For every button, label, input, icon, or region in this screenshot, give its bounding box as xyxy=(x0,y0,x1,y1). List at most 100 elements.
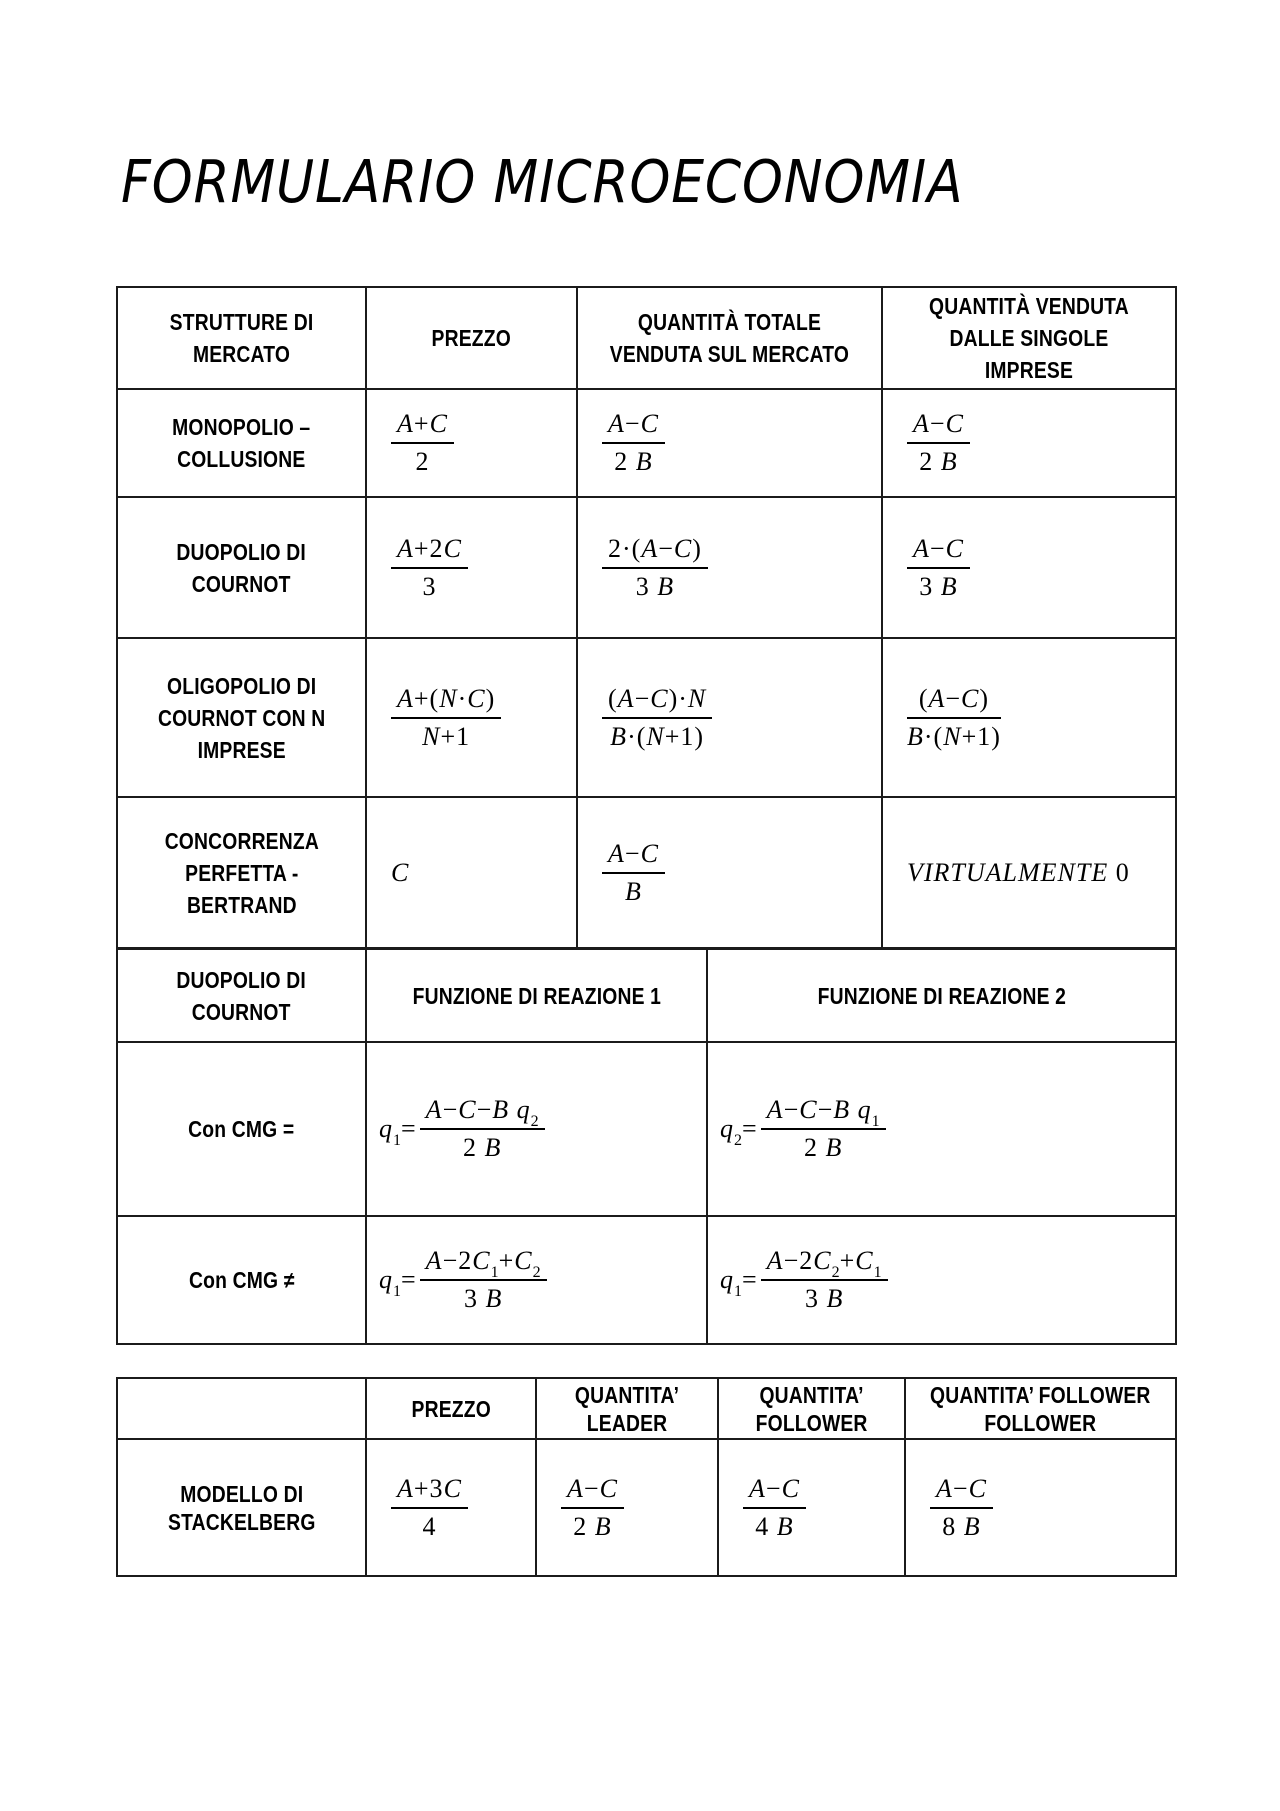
row-label-cell: Con CMG ≠ xyxy=(118,1217,367,1343)
stackelberg-table: PREZZO QUANTITA’ LEADER QUANTITA’ FOLLOWER… xyxy=(116,1377,1177,1577)
fraction-numerator: A−C xyxy=(907,409,970,444)
fraction-numerator: A−C xyxy=(561,1474,624,1509)
math-text: VIRTUALMENTE 0 xyxy=(907,857,1130,887)
fraction: A−2C2+C1 3 B xyxy=(760,1246,888,1314)
fraction-denominator: 2 B xyxy=(803,1133,843,1162)
fraction: A−C 2 B xyxy=(561,1474,624,1542)
math-text: C xyxy=(391,857,410,887)
fraction: A−C 2 B xyxy=(907,409,970,477)
fraction-denominator: 4 B xyxy=(755,1511,794,1541)
header-cell: QUANTITA’ FOLLOWER xyxy=(719,1379,906,1440)
formula: A+C 2 xyxy=(391,409,454,477)
fraction: A+3C 4 xyxy=(391,1474,468,1542)
formula: 2·(A−C) 3 B xyxy=(602,534,708,602)
fraction: A−C−B q1 2 B xyxy=(760,1095,886,1163)
header-cell: PREZZO xyxy=(367,288,578,390)
header-cell: FUNZIONE DI REAZIONE 1 xyxy=(367,950,708,1043)
formula-cell: C xyxy=(367,798,578,947)
formula-cell: q1= A−C−B q2 2 B xyxy=(367,1043,708,1217)
formula-cell: (A−C)·N B·(N+1) xyxy=(578,639,883,798)
formula-cell: A−C 8 B xyxy=(906,1440,1175,1575)
fraction-numerator: A−C xyxy=(907,534,970,569)
formula: A+3C 4 xyxy=(391,1474,468,1542)
fraction-denominator: 2 B xyxy=(573,1511,612,1541)
formula: A+2C 3 xyxy=(391,534,468,602)
row-label: OLIGOPOLIO DI COURNOT CON N IMPRESE xyxy=(157,672,326,763)
fraction-numerator: A−2C1+C2 xyxy=(419,1246,547,1281)
header-cell: QUANTITA’ LEADER xyxy=(537,1379,719,1440)
formula-cell: A−C 2 B xyxy=(883,390,1175,498)
formula-cell: A+3C 4 xyxy=(367,1440,537,1575)
fraction: A−C 4 B xyxy=(743,1474,806,1542)
formula-cell: VIRTUALMENTE 0 xyxy=(883,798,1175,947)
formula-cell: 2·(A−C) 3 B xyxy=(578,498,883,639)
row-label-cell: Con CMG = xyxy=(118,1043,367,1217)
fraction-numerator: A−2C2+C1 xyxy=(760,1246,888,1281)
fraction: A+2C 3 xyxy=(391,534,468,602)
formula: q2= A−C−B q1 2 B xyxy=(720,1095,886,1163)
header-cell: PREZZO xyxy=(367,1379,537,1440)
header-label: FUNZIONE DI REAZIONE 2 xyxy=(817,982,1066,1009)
formula-cell: (A−C) B·(N+1) xyxy=(883,639,1175,798)
fraction-denominator: 3 B xyxy=(463,1284,503,1313)
fraction-lhs: q1= xyxy=(379,1265,417,1301)
header-label: QUANTITÀ VENDUTA DALLE SINGOLE IMPRESE xyxy=(929,293,1129,383)
fraction-numerator: A+C xyxy=(391,409,454,444)
formula: C xyxy=(391,858,409,888)
fraction-denominator: B xyxy=(625,876,642,906)
fraction-denominator: 3 B xyxy=(804,1284,844,1313)
formula: A−C 3 B xyxy=(907,534,970,602)
fraction-numerator: A−C xyxy=(602,839,665,874)
formula: A+(N·C) N+1 xyxy=(391,684,502,752)
fraction-numerator: A−C−B q1 xyxy=(760,1095,886,1130)
fraction: (A−C)·N B·(N+1) xyxy=(602,684,713,752)
fraction: A−C B xyxy=(602,839,665,907)
fraction-denominator: 4 xyxy=(422,1511,437,1541)
fraction: A−C 3 B xyxy=(907,534,970,602)
formula: VIRTUALMENTE 0 xyxy=(907,858,1130,888)
formula-cell: A−C 2 B xyxy=(537,1440,719,1575)
fraction-denominator: 3 xyxy=(422,571,437,601)
fraction: A+C 2 xyxy=(391,409,454,477)
fraction-numerator: A+3C xyxy=(391,1474,468,1509)
formula-cell: q2= A−C−B q1 2 B xyxy=(708,1043,1175,1217)
page-title: FORMULARIO MICROECONOMIA xyxy=(121,147,964,216)
row-label: DUOPOLIO DI COURNOT xyxy=(176,538,307,597)
fraction-numerator: A+(N·C) xyxy=(391,684,502,719)
fraction-denominator: B·(N+1) xyxy=(907,721,1001,751)
reaction-functions-table: DUOPOLIO DI COURNOT FUNZIONE DI REAZIONE … xyxy=(116,948,1177,1345)
formula: q1= A−C−B q2 2 B xyxy=(379,1095,545,1163)
fraction-numerator: A+2C xyxy=(391,534,468,569)
formula: A−C 2 B xyxy=(602,409,665,477)
formula: A−C 2 B xyxy=(561,1474,624,1542)
formula: A−C B xyxy=(602,839,665,907)
fraction: A−C 8 B xyxy=(930,1474,993,1542)
fraction-denominator: B·(N+1) xyxy=(610,721,705,751)
formula-cell: A+(N·C) N+1 xyxy=(367,639,578,798)
fraction-denominator: 8 B xyxy=(942,1511,981,1541)
fraction-lhs: q2= xyxy=(720,1114,758,1150)
header-cell: FUNZIONE DI REAZIONE 2 xyxy=(708,950,1175,1043)
fraction: A+(N·C) N+1 xyxy=(391,684,502,752)
fraction: A−2C1+C2 3 B xyxy=(419,1246,547,1314)
formula-cell: A−C 4 B xyxy=(719,1440,906,1575)
formula-cell: A−C 2 B xyxy=(578,390,883,498)
formula-cell: A+2C 3 xyxy=(367,498,578,639)
formula: A−C 8 B xyxy=(930,1474,993,1542)
fraction-numerator: A−C xyxy=(930,1474,993,1509)
row-label: Con CMG = xyxy=(188,1116,295,1142)
header-cell: STRUTTURE DI MERCATO xyxy=(118,288,367,390)
header-label: QUANTITA’ FOLLOWER FOLLOWER xyxy=(930,1381,1151,1436)
row-label-cell: CONCORRENZA PERFETTA - BERTRAND xyxy=(118,798,367,947)
row-label: CONCORRENZA PERFETTA - BERTRAND xyxy=(164,827,319,918)
market-structures-table: STRUTTURE DI MERCATO PREZZO QUANTITÀ TOTAL… xyxy=(116,286,1177,949)
fraction-lhs: q1= xyxy=(379,1114,417,1150)
header-cell: QUANTITÀ VENDUTA DALLE SINGOLE IMPRESE xyxy=(883,288,1175,390)
row-label: MONOPOLIO – COLLUSIONE xyxy=(172,414,311,472)
formula-cell: q1= A−2C2+C1 3 B xyxy=(708,1217,1175,1343)
header-label: STRUTTURE DI MERCATO xyxy=(169,309,314,367)
header-label: FUNZIONE DI REAZIONE 1 xyxy=(412,982,661,1009)
fraction-denominator: N+1 xyxy=(422,721,471,751)
formula-cell: q1= A−2C1+C2 3 B xyxy=(367,1217,708,1343)
